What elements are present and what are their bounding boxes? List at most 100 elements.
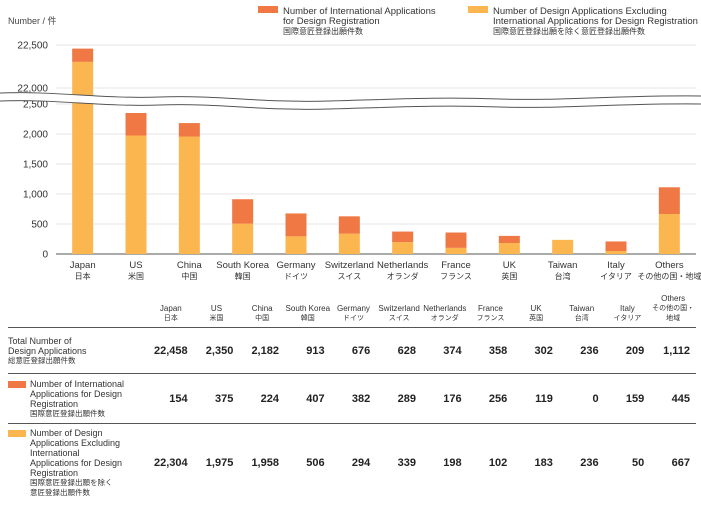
x-tick-label-jp: 米国 (128, 271, 144, 281)
table-cell: 176 (421, 373, 468, 424)
row-label-en: Registration (30, 467, 79, 478)
y-tick-label: 1,000 (23, 190, 48, 201)
row-label: Number of Design Applications Excluding In… (8, 423, 148, 502)
row-legend-swatch (8, 380, 26, 388)
bar-domestic (178, 136, 200, 254)
column-header-en: Germany (337, 304, 370, 313)
table-corner (8, 294, 148, 328)
x-tick-label: South Korea (216, 260, 270, 271)
row-legend-swatch (8, 429, 26, 437)
bar-international (232, 199, 254, 224)
x-tick-label-jp: イタリア (600, 272, 632, 281)
table-cell: 22,458 (148, 327, 194, 374)
x-tick-label: Switzerland (325, 260, 374, 271)
x-tick-label: Netherlands (377, 260, 428, 271)
bar-international (605, 241, 627, 251)
table-cell: 1,112 (650, 327, 696, 374)
axis-break-line (0, 92, 701, 102)
bar-domestic (232, 223, 254, 254)
legend-label-jp: 国際意匠登録出願を除く意匠登録出願件数 (493, 26, 645, 36)
table-column-header: China 中国 (239, 294, 285, 328)
table-cell: 209 (604, 327, 651, 374)
axis-break-band (0, 92, 701, 110)
table-column-header: UK 英国 (513, 294, 559, 328)
bar-domestic (338, 233, 360, 254)
column-header-en: Taiwan (569, 304, 595, 313)
bar-domestic (72, 61, 94, 254)
row-label: Total Number of Design Applications 総意匠登録出… (8, 327, 148, 374)
legend-label: for Design Registration (283, 16, 380, 27)
x-tick-label: Italy (607, 260, 625, 271)
row-label-jp: 総意匠登録出願件数 (8, 355, 76, 365)
x-tick-label: Japan (70, 260, 96, 271)
legend-swatch (258, 6, 278, 13)
table-cell: 2,350 (193, 327, 240, 374)
row-label-en: Number of Design (30, 427, 103, 438)
legend-label: Number of International Applications (283, 6, 436, 17)
table-column-header: Taiwan 台湾 (558, 294, 605, 328)
table-cell: 382 (330, 373, 377, 424)
table-cell: 506 (284, 423, 331, 502)
y-tick-label: 22,000 (17, 84, 48, 95)
column-header-jp: 日本 (163, 315, 178, 322)
column-header-jp: その他の国・地域 (652, 305, 695, 322)
table-cell: 358 (467, 327, 514, 374)
x-tick-label-jp: スイス (337, 272, 361, 281)
table-column-header: Switzerland スイス (376, 294, 422, 328)
column-header-en: Others (661, 294, 686, 303)
table-cell: 22,304 (148, 423, 194, 502)
legend-label: Number of Design Applications Excluding (493, 6, 667, 17)
table-column-header: South Korea 韓国 (284, 294, 331, 328)
table-cell: 374 (421, 327, 468, 374)
table-cell: 667 (650, 423, 696, 502)
column-header-en: Netherlands (423, 304, 467, 313)
column-header-en: US (210, 304, 223, 313)
bar-international (72, 48, 94, 62)
x-tick-label: Taiwan (548, 260, 578, 271)
table-cell: 159 (604, 373, 651, 424)
table-cell: 224 (239, 373, 285, 424)
table-row: Number of International Applications for … (8, 373, 696, 424)
bar-international (658, 187, 680, 214)
table-cell: 236 (558, 423, 605, 502)
table-column-header: France フランス (467, 294, 514, 328)
table-cell: 676 (330, 327, 377, 374)
row-label-en: Number of International (30, 378, 125, 389)
table-cell: 2,182 (239, 327, 285, 374)
x-tick-label: Germany (276, 260, 315, 271)
x-tick-label: China (177, 260, 203, 271)
unit-label: Number / 件 (8, 15, 57, 26)
column-header-jp: イタリア (613, 315, 642, 322)
table-column-header: US 米国 (193, 294, 240, 328)
y-tick-label: 0 (42, 250, 48, 261)
x-tick-label: US (129, 260, 142, 271)
column-header-en: UK (530, 304, 542, 313)
row-label: Number of International Applications for … (8, 373, 148, 424)
bar-international (445, 232, 467, 248)
table-cell: 289 (376, 373, 422, 424)
x-tick-label-jp: 韓国 (235, 271, 251, 281)
row-label-jp: 国際意匠登録出願件数 (30, 408, 105, 418)
table-cell: 119 (513, 373, 559, 424)
table-row: Total Number of Design Applications 総意匠登録出… (8, 327, 696, 374)
row-label-jp: 国際意匠登録出願を除く (30, 477, 113, 487)
table-cell: 256 (467, 373, 514, 424)
table-column-header: Italy イタリア (604, 294, 651, 328)
table-cell: 154 (148, 373, 194, 424)
x-tick-label-jp: 中国 (181, 271, 197, 281)
table-cell: 1,975 (193, 423, 240, 502)
row-label-en: Applications for Design (30, 388, 123, 399)
legend-swatch (468, 6, 488, 13)
column-header-jp: オランダ (430, 315, 459, 322)
bar-chart: Number / 件 0 500 1,000 1,500 2,000 2,500 22,000… (0, 6, 701, 281)
row-label-en: Registration (30, 398, 79, 409)
x-tick-label-jp: その他の国・地域 (637, 271, 701, 281)
table-cell: 375 (193, 373, 240, 424)
row-label-en: Total Number of (8, 335, 72, 346)
x-tick-label: France (441, 260, 471, 271)
table-column-header: Germany ドイツ (330, 294, 377, 328)
column-header-jp: フランス (476, 315, 505, 322)
table-column-header: Netherlands オランダ (421, 294, 468, 328)
bar-domestic (285, 236, 307, 254)
table-cell: 628 (376, 327, 422, 374)
